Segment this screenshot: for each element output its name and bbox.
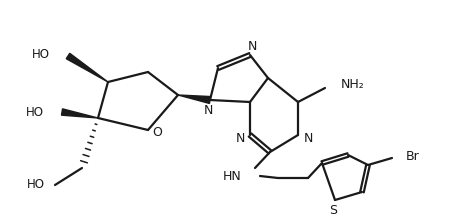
Text: N: N [303, 133, 313, 145]
Polygon shape [62, 109, 98, 118]
Text: O: O [152, 126, 162, 139]
Text: NH₂: NH₂ [341, 78, 365, 91]
Text: HO: HO [32, 48, 50, 61]
Text: N: N [204, 103, 213, 116]
Text: N: N [247, 40, 257, 53]
Text: HO: HO [26, 105, 44, 118]
Text: HN: HN [222, 170, 241, 183]
Text: S: S [329, 204, 337, 217]
Text: N: N [235, 133, 245, 145]
Text: Br: Br [406, 149, 420, 162]
Text: HO: HO [27, 179, 45, 192]
Polygon shape [178, 95, 211, 103]
Polygon shape [66, 53, 108, 82]
